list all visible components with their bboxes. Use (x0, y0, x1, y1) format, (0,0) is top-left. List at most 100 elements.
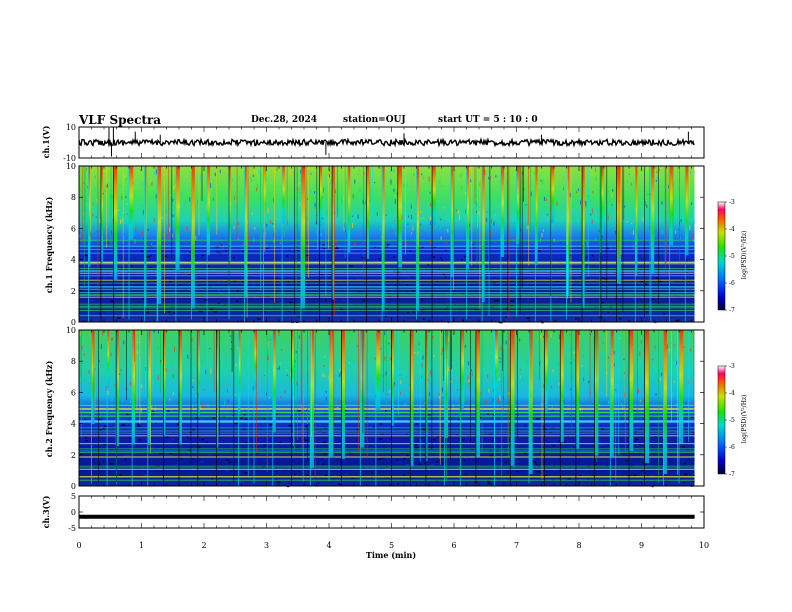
spectrogram-speckle (254, 297, 257, 299)
spectrogram-speckle (523, 452, 527, 454)
spectrogram-speckle (393, 256, 396, 259)
spectrogram-speckle (335, 247, 339, 250)
y-tick-label: -10 (63, 154, 76, 163)
spectrogram-speckle (483, 394, 485, 398)
spectrogram-speckle (201, 438, 205, 441)
spectrogram-speckle (657, 480, 661, 482)
spectrogram-speckle (572, 380, 574, 384)
spectrogram-speckle (487, 374, 489, 379)
spectrogram-speckle (261, 436, 264, 438)
spectrogram-speckle (510, 300, 514, 302)
spectrogram-speckle (211, 477, 214, 480)
spectrogram-speckle (277, 367, 279, 370)
spectrogram-speckle (586, 240, 588, 245)
spectrogram-speckle (126, 413, 129, 416)
spectrogram-speckle (344, 223, 346, 228)
spectrogram-speckle (220, 244, 224, 247)
spectrogram-speckle (192, 405, 193, 408)
spectrogram-speckle (673, 380, 675, 383)
spectrogram-speckle (513, 238, 515, 244)
spectrogram-speckle (639, 295, 642, 297)
spectrogram-speckle (296, 246, 298, 248)
spectrogram-speckle (422, 217, 424, 219)
spectrogram-speckle (231, 177, 233, 182)
spectrogram-speckle (666, 344, 668, 349)
spectrogram-speckle (126, 213, 128, 215)
spectrogram-speckle (321, 385, 323, 390)
spectrogram-speckle (241, 250, 245, 253)
spectrogram-speckle (118, 474, 122, 476)
spectrogram-speckle (406, 455, 409, 457)
spectrogram-speckle (267, 342, 269, 347)
spectrogram-speckle (258, 225, 260, 228)
spectrogram-speckle (204, 309, 207, 311)
spectrogram-speckle (446, 306, 449, 309)
spectrogram-speckle (390, 179, 392, 185)
spectrogram-speckle (169, 281, 172, 283)
x-tick-label: 10 (699, 541, 709, 550)
spectrogram-speckle (297, 315, 300, 317)
spectrogram-speckle (608, 400, 610, 405)
spectrogram-speckle (654, 265, 657, 268)
spectrogram-speckle (294, 396, 296, 400)
spectrogram-speckle (433, 439, 436, 441)
station-label: station=OUJ (343, 115, 406, 125)
spectrogram-speckle (396, 194, 398, 198)
spectrogram-speckle (370, 367, 372, 370)
spectrogram-speckle (595, 168, 597, 172)
spectrogram-speckle (537, 249, 541, 252)
sferic-burst (282, 166, 285, 225)
y-tick-label: 4 (71, 256, 76, 265)
spectrogram-speckle (396, 192, 398, 196)
spectrogram-speckle (169, 398, 171, 401)
spectrogram-speckle (619, 318, 622, 320)
spectrogram-speckle (654, 435, 657, 438)
spectrogram-speckle (169, 254, 172, 257)
sferic-burst (475, 330, 480, 457)
spectrogram-speckle (379, 423, 383, 425)
spectrogram-speckle (659, 173, 661, 179)
spectrogram-speckle (607, 217, 609, 221)
spectrogram-speckle (337, 306, 339, 308)
x-tick-label: 3 (264, 541, 269, 550)
spectrogram-speckle (329, 182, 331, 187)
spectrogram-speckle (182, 425, 183, 428)
spectrogram-speckle (595, 176, 597, 182)
spectrogram-speckle (652, 370, 654, 374)
spectrogram-speckle (348, 265, 353, 267)
spectrogram-speckle (252, 281, 255, 284)
spectrogram-speckle (289, 266, 291, 268)
spectrogram-speckle (249, 466, 251, 469)
spectrogram-speckle (112, 337, 113, 341)
spectrogram-speckle (172, 214, 174, 217)
spectrogram-speckle (112, 436, 117, 438)
spectrogram-speckle (130, 400, 131, 404)
spectrogram-speckle (199, 310, 203, 313)
spectrogram-speckle (645, 263, 649, 266)
spectrogram-speckle (575, 227, 577, 231)
colorbar-tick-label: -7 (729, 307, 735, 314)
spectrogram-speckle (252, 174, 254, 177)
spectrogram-speckle (645, 201, 647, 206)
spectrogram-speckle (500, 463, 502, 465)
sferic-burst (179, 330, 182, 445)
spectrogram-speckle (298, 190, 300, 194)
spectrogram-speckle (176, 423, 180, 425)
spectrogram-speckle (442, 484, 445, 487)
spectrogram-speckle (278, 276, 281, 278)
spectrogram-speckle (374, 181, 376, 184)
spectrogram-speckle (107, 183, 108, 188)
spectrogram-speckle (451, 317, 456, 320)
spectrogram-speckle (220, 253, 225, 256)
spectrogram-speckle (225, 469, 229, 472)
spectrogram-speckle (607, 311, 610, 314)
spectrogram-speckle (386, 465, 388, 468)
spectrogram-speckle (406, 243, 407, 247)
spectrogram-empty (694, 166, 704, 322)
spectrogram-speckle (490, 306, 495, 308)
spectrogram-speckle (216, 281, 220, 283)
spectrogram-speckle (374, 357, 376, 360)
spectrogram-speckle (465, 209, 466, 214)
spectrogram-speckle (167, 410, 170, 412)
spectrogram-speckle (512, 290, 517, 292)
